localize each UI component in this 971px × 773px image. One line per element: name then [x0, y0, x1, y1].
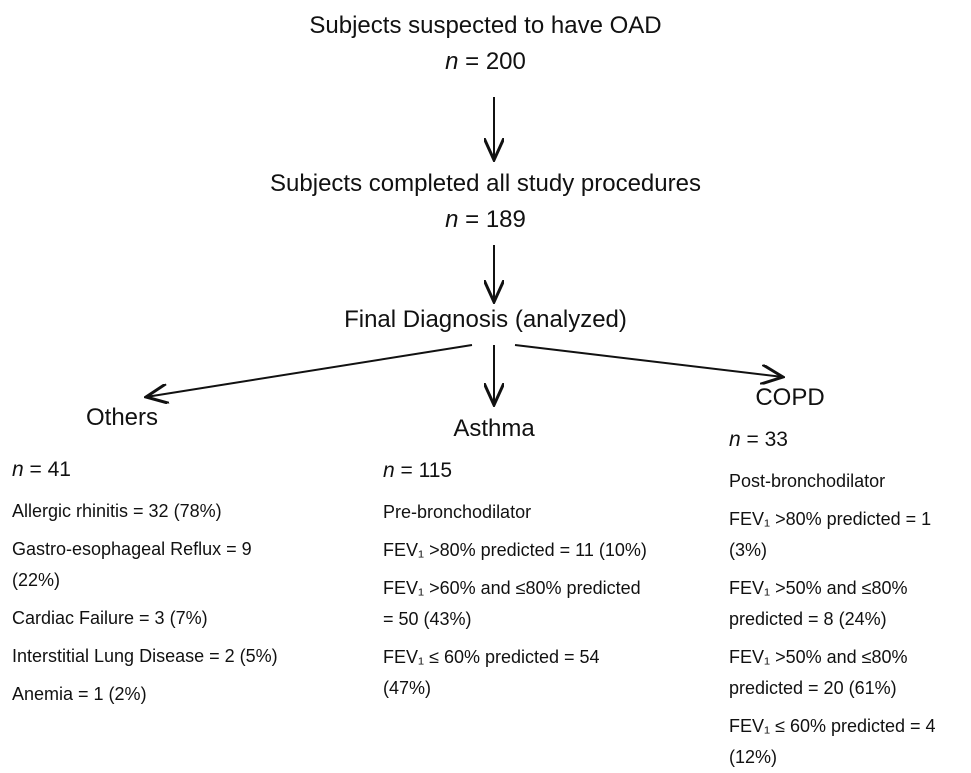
group-item: FEV₁ >80% predicted = 1 (3%)	[729, 509, 932, 560]
arrow-group	[146, 97, 783, 405]
n-count: n = 200	[0, 44, 971, 80]
step: Subjects suspected to have OAD n = 200	[0, 8, 971, 80]
n-count: n = 115	[383, 456, 648, 486]
group-item: FEV₁ >60% and ≤80% predicted = 50 (43%)	[383, 578, 641, 629]
group-list: n = 41 Allergic rhinitis = 32 (78%) Gastro…	[12, 455, 297, 710]
step-title: Subjects completed all study procedures	[270, 170, 701, 197]
arrow	[514, 344, 783, 377]
step-title: Subjects suspected to have OAD	[309, 12, 662, 39]
n-symbol: n	[12, 458, 24, 481]
group-title: Asthma	[453, 415, 535, 442]
group-item: Pre-bronchodilator	[383, 502, 532, 522]
group-item: FEV₁ >50% and ≤80% predicted = 8 (24%)	[729, 578, 908, 629]
step-title: Final Diagnosis (analyzed)	[344, 306, 627, 333]
n-value: = 200	[465, 48, 526, 75]
n-symbol: n	[729, 428, 741, 451]
group-title: Others	[85, 404, 159, 431]
group-item: Anemia = 1 (2%)	[12, 684, 147, 704]
n-value: = 41	[29, 458, 71, 481]
group-item: Post-bronchodilator	[729, 471, 886, 491]
group-item: FEV₁ ≤ 60% predicted = 4 (12%)	[729, 716, 936, 767]
n-value: = 33	[746, 428, 788, 451]
group-item: Allergic rhinitis = 32 (78%)	[12, 501, 222, 521]
n-value: = 115	[400, 459, 453, 482]
group-item: Cardiac Failure = 3 (7%)	[12, 608, 208, 628]
n-value: = 189	[465, 206, 526, 233]
n-symbol: n	[445, 48, 459, 75]
group-item: Gastro-esophageal Reflux = 9 (22%)	[12, 539, 252, 590]
n-count: n = 189	[0, 202, 971, 238]
n-count: n = 33	[729, 425, 969, 455]
step: Final Diagnosis (analyzed)	[0, 302, 971, 338]
group-item: FEV₁ ≤ 60% predicted = 54 (47%)	[383, 647, 600, 698]
n-symbol: n	[445, 206, 459, 233]
step: Subjects completed all study procedures n…	[0, 166, 971, 238]
group-item: FEV₁ >80% predicted = 11 (10%)	[383, 540, 647, 560]
group-item: Interstitial Lung Disease = 2 (5%)	[12, 646, 278, 666]
n-count: n = 41	[12, 455, 297, 485]
group-item: FEV₁ >50% and ≤80% predicted = 20 (61%)	[729, 647, 908, 698]
group-title: COPD	[755, 384, 825, 411]
n-symbol: n	[383, 459, 395, 482]
arrow	[146, 344, 473, 397]
group-list: n = 115 Pre-bronchodilator FEV₁ >80% predi…	[383, 456, 648, 704]
group-list: n = 33 Post-bronchodilator FEV₁ >80% predi…	[729, 425, 969, 773]
